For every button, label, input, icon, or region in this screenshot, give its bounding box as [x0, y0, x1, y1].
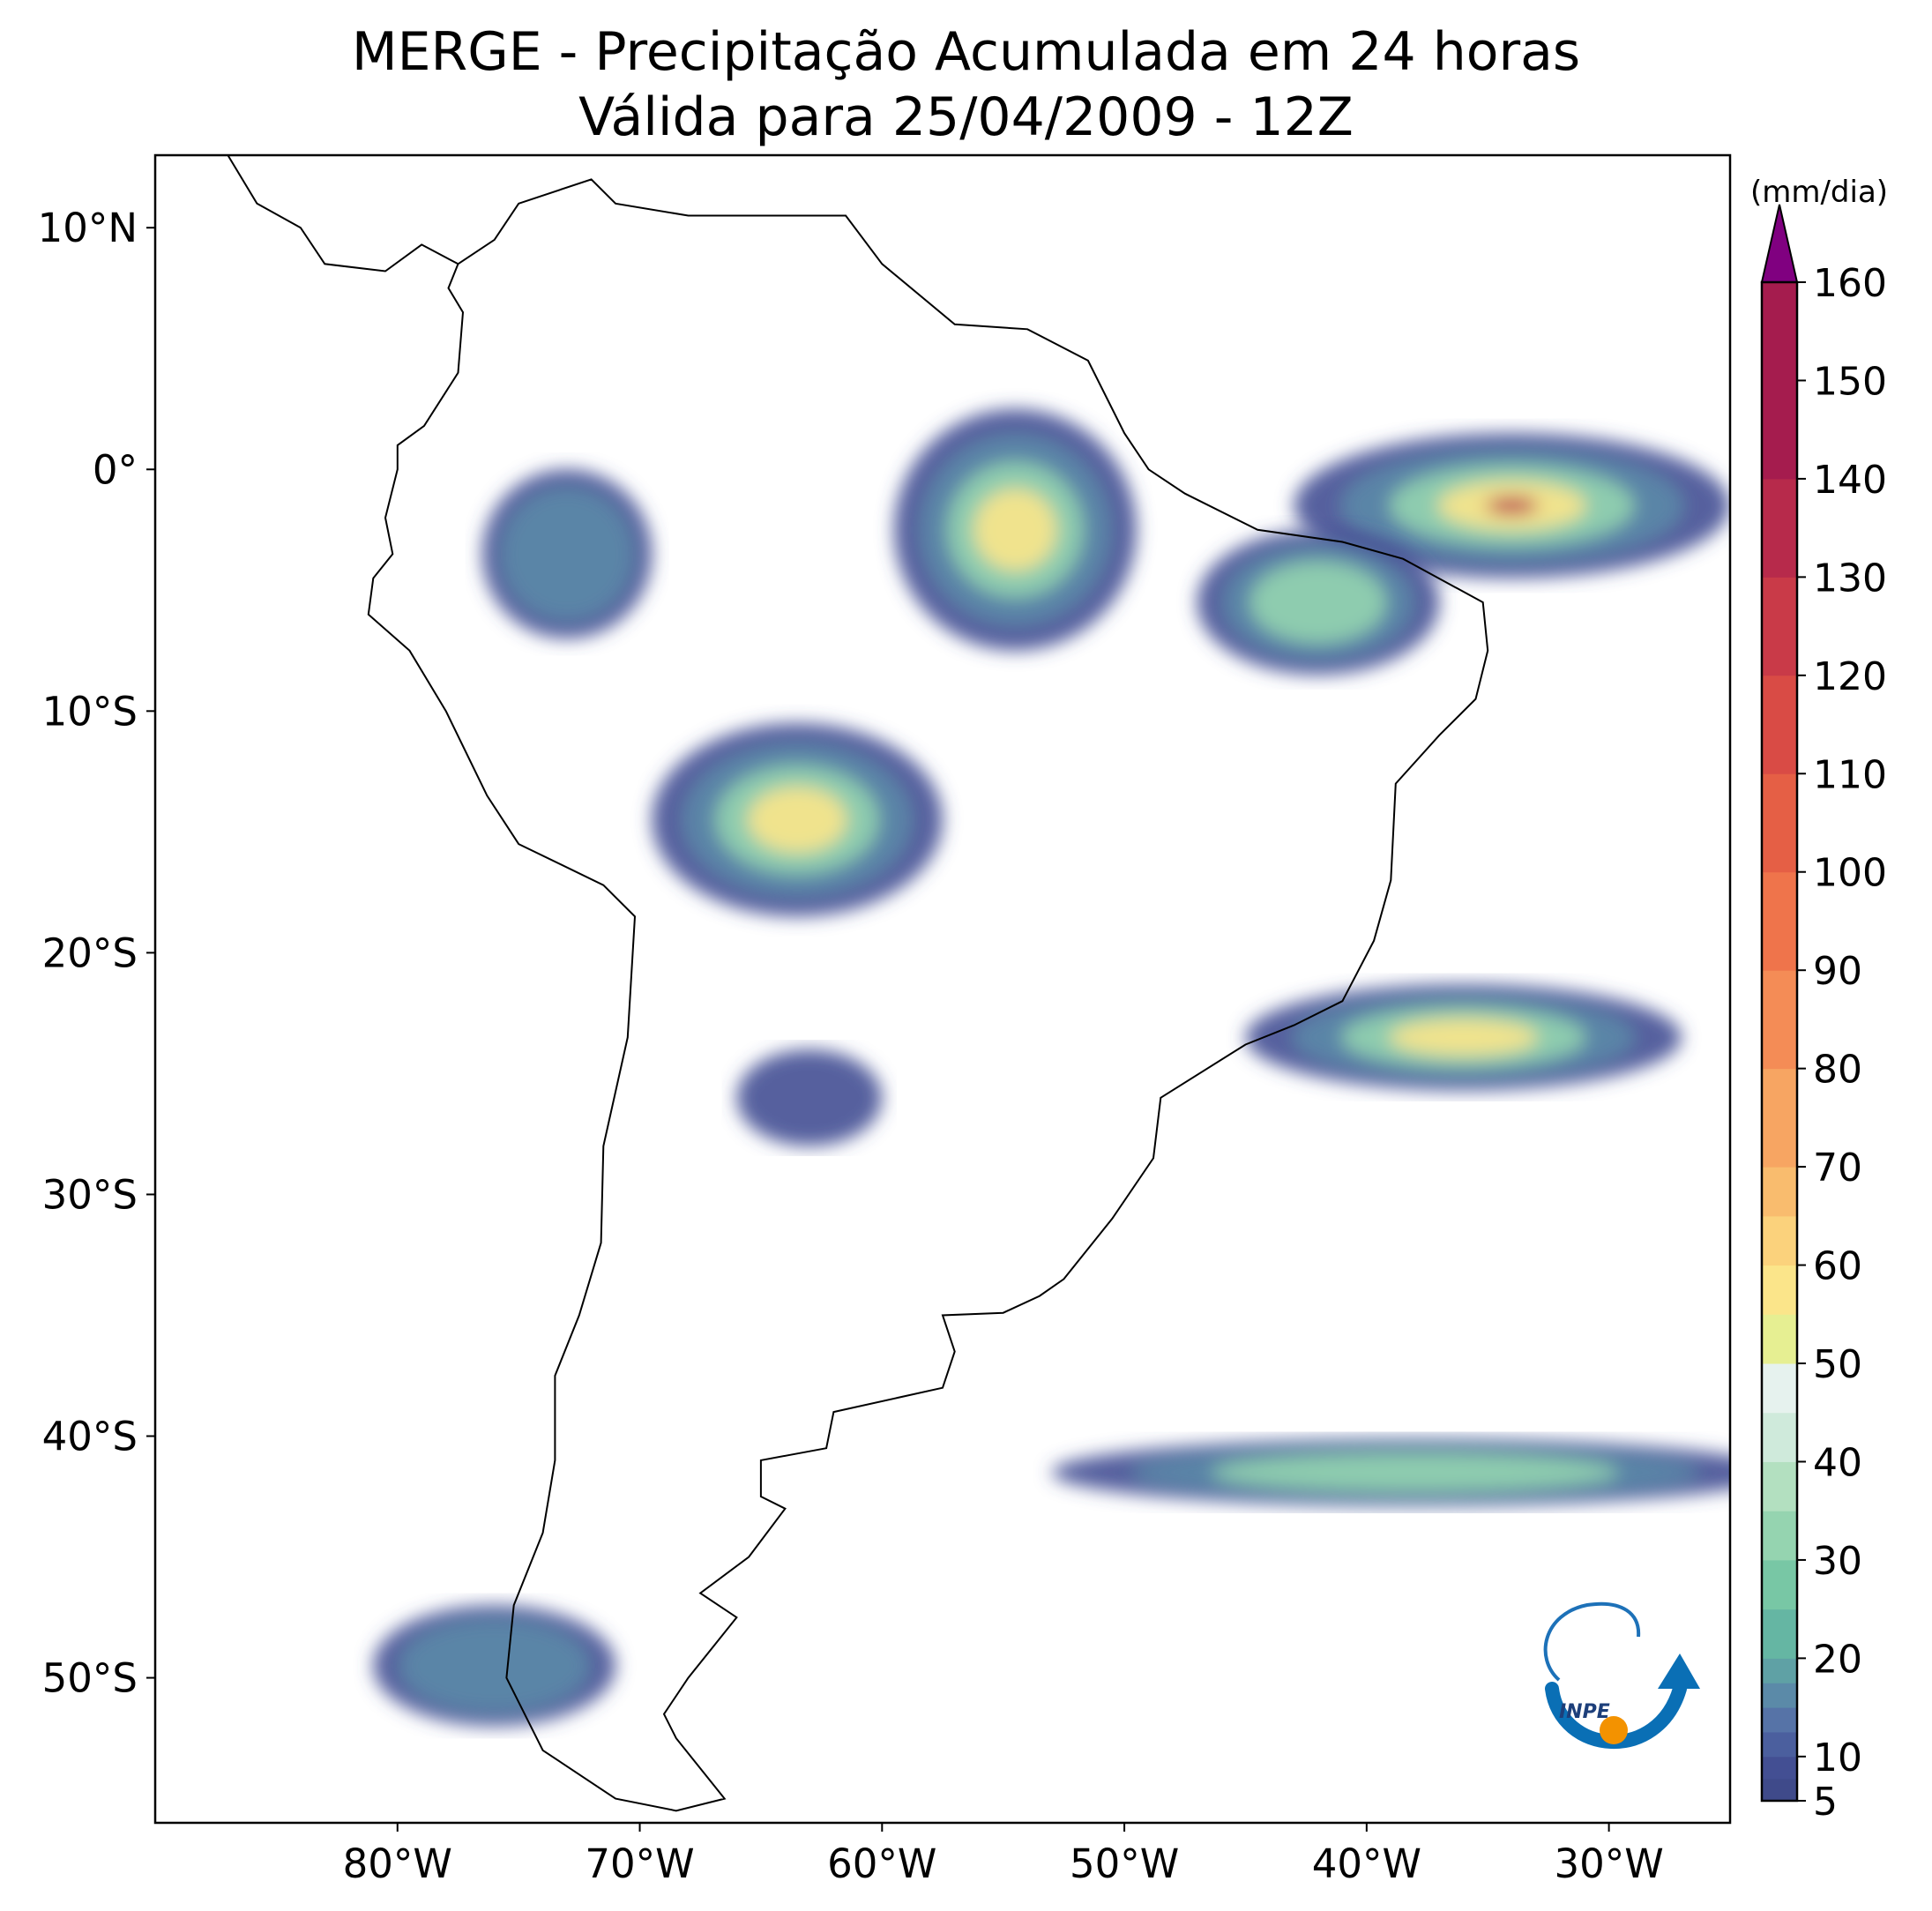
- lat-tick-label-1: 0°: [93, 446, 138, 493]
- precip-region-northeast-brazil: [1197, 529, 1440, 676]
- lon-tick-label-3: 50°W: [1070, 1840, 1179, 1887]
- colorbar-segment-15: [1762, 1167, 1797, 1217]
- colorbar-tick-label-14: 140: [1813, 458, 1887, 503]
- map-frame: [153, 153, 1732, 1825]
- lon-tick-label-0: 80°W: [343, 1840, 452, 1887]
- colorbar-segment-18: [1762, 871, 1797, 971]
- colorbar-segment-20: [1762, 675, 1797, 774]
- precip-region-patagonia-coast: [373, 1605, 616, 1727]
- colorbar-tick-label-10: 100: [1813, 851, 1887, 896]
- colorbar-tick-label-1: 10: [1813, 1736, 1862, 1780]
- colorbar-segment-6: [1762, 1609, 1797, 1659]
- colorbar-segment-7: [1762, 1559, 1797, 1610]
- lat-tick-label-4: 30°S: [42, 1171, 138, 1218]
- colorbar-segment-16: [1762, 1068, 1797, 1168]
- precip-region-peru-amazon: [481, 469, 653, 639]
- colorbar-tick-label-3: 30: [1813, 1539, 1862, 1584]
- colorbar-segment-22: [1762, 478, 1797, 578]
- colorbar-tick-label-13: 130: [1813, 556, 1887, 601]
- precipitation-layer: [373, 408, 1730, 1727]
- colorbar-tick-label-12: 120: [1813, 654, 1887, 699]
- colorbar-tick-label-4: 40: [1813, 1440, 1862, 1485]
- precip-region-amazon-east: [894, 408, 1137, 651]
- colorbar-segment-13: [1762, 1265, 1797, 1315]
- colorbar-segment-11: [1762, 1363, 1797, 1414]
- colorbar-tick-label-7: 70: [1813, 1146, 1862, 1191]
- colorbar-segment-14: [1762, 1215, 1797, 1266]
- colorbar-tick-label-9: 90: [1813, 949, 1862, 994]
- lon-tick-label-2: 60°W: [827, 1840, 936, 1887]
- colorbar-segment-17: [1762, 970, 1797, 1070]
- colorbar-segment-3: [1762, 1707, 1797, 1733]
- colorbar-tick-label-8: 80: [1813, 1048, 1862, 1093]
- lat-tick-label-3: 20°S: [42, 929, 138, 976]
- colorbar-segment-8: [1762, 1511, 1797, 1561]
- central-america-coastline: [225, 155, 459, 272]
- lon-tick-label-5: 30°W: [1554, 1840, 1663, 1887]
- lon-tick-label-4: 40°W: [1312, 1840, 1421, 1887]
- precip-region-equatorial-atlantic: [1294, 433, 1730, 579]
- latitude-axis: 10°N 0° 10°S 20°S 30°S 40°S 50°S: [38, 205, 155, 1702]
- lat-tick-label-0: 10°N: [38, 205, 138, 251]
- coastline-layer: [225, 155, 1489, 1812]
- lat-tick-label-5: 40°S: [42, 1414, 138, 1460]
- colorbar-segment-1: [1762, 1756, 1797, 1780]
- colorbar-segment-21: [1762, 577, 1797, 676]
- colorbar-tick-label-6: 60: [1813, 1244, 1862, 1289]
- colorbar-outline: [1760, 280, 1799, 1803]
- logo-text: INPE: [1559, 1701, 1610, 1723]
- south-america-coastline: [367, 178, 1489, 1812]
- colorbar-tick-label-2: 20: [1813, 1637, 1862, 1682]
- precip-region-northern-argentina: [736, 1049, 883, 1146]
- longitude-axis: 80°W 70°W 60°W 50°W 40°W 30°W: [343, 1823, 1664, 1887]
- colorbar-tick-label-5: 50: [1813, 1342, 1862, 1387]
- colorbar-segment-5: [1762, 1658, 1797, 1683]
- map-title: MERGE - Precipitação Acumulada em 24 hor…: [351, 21, 1581, 83]
- colorbar-tick-label-11: 110: [1813, 752, 1887, 797]
- colorbar-tick-label-16: 160: [1813, 261, 1887, 306]
- colorbar-extend-arrow: [1760, 204, 1799, 283]
- inpe-logo: INPE: [1543, 1601, 1700, 1750]
- colorbar-tick-label-0: 5: [1813, 1780, 1838, 1825]
- colorbar-segment-10: [1762, 1412, 1797, 1462]
- colorbar-segment-2: [1762, 1731, 1797, 1758]
- colorbar-segment-23: [1762, 282, 1797, 480]
- lat-tick-label-6: 50°S: [42, 1655, 138, 1702]
- lat-tick-label-2: 10°S: [42, 688, 138, 735]
- colorbar-segment-12: [1762, 1314, 1797, 1364]
- lon-tick-label-1: 70°W: [585, 1840, 694, 1887]
- precip-region-south-atlantic-band: [1245, 984, 1682, 1091]
- colorbar-tick-label-15: 150: [1813, 359, 1887, 404]
- colorbar: 510 20 30 40 50 60 70 80 90 100 110 120 130 140 150 160: [1760, 204, 1887, 1825]
- precip-region-southern-ocean-band: [1051, 1438, 1730, 1506]
- precip-region-bolivia-west-brazil: [652, 723, 943, 917]
- colorbar-segment-0: [1762, 1778, 1797, 1802]
- map-subtitle: Válida para 25/04/2009 - 12Z: [578, 86, 1354, 148]
- colorbar-segment-19: [1762, 773, 1797, 873]
- colorbar-segment-9: [1762, 1461, 1797, 1512]
- colorbar-segment-4: [1762, 1683, 1797, 1708]
- colorbar-unit-label: (mm/dia): [1749, 175, 1889, 210]
